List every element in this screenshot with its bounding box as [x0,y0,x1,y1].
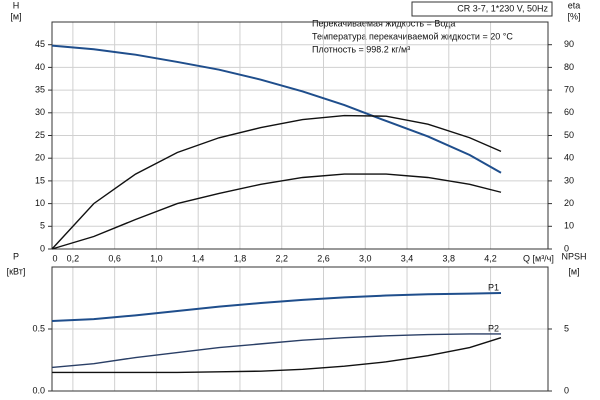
y2-axis-label: NPSH [561,251,586,261]
x-axis-label: Q [м³/ч] [523,253,554,263]
x-tick-label: 0 [52,253,57,263]
curve [51,114,502,250]
x-tick-label: 1,4 [192,253,205,263]
y-tick-label: 15 [35,175,45,185]
y2-tick-label: 70 [564,84,574,94]
curve [51,333,502,369]
curve [51,292,502,322]
x-tick-label: 0,2 [67,253,80,263]
y-axis-label: P [13,251,19,261]
x-tick-label: 2,6 [317,253,330,263]
plot-frame [51,21,549,250]
y-tick-label: 40 [35,62,45,72]
y-axis-unit: [м] [10,11,21,21]
series-label: P2 [488,323,499,333]
y-tick-label: 0.0 [32,385,45,395]
x-tick-label: 1,0 [150,253,163,263]
y2-tick-label: 90 [564,39,574,49]
y2-tick-label: 40 [564,153,574,163]
y-tick-label: 5 [40,221,45,231]
x-tick-label: 3,4 [401,253,414,263]
plot-frame [51,266,549,392]
y2-axis-unit: [%] [567,11,580,21]
x-tick-label: 1,8 [234,253,247,263]
y-tick-label: 20 [35,153,45,163]
annotation: Температура перекачиваемой жидкости = 20… [312,31,513,41]
y-tick-label: 25 [35,130,45,140]
x-tick-label: 4,2 [484,253,497,263]
y-tick-label: 0.5 [32,323,45,333]
y2-tick-label: 0 [564,243,569,253]
y2-axis-label: eta [568,0,581,10]
series-label: P1 [488,282,499,292]
y2-axis-unit: [м] [568,266,579,276]
y2-tick-label: 20 [564,198,574,208]
curve [51,173,502,250]
x-tick-label: 3,8 [443,253,456,263]
y-tick-label: 0 [40,243,45,253]
y-axis-unit: [кВт] [7,266,26,276]
y-axis-label: H [13,0,20,10]
x-tick-label: 2,2 [275,253,288,263]
y2-tick-label: 50 [564,130,574,140]
x-tick-label: 0,6 [108,253,121,263]
chart-title: CR 3-7, 1*230 V, 50Hz [457,3,548,13]
curve [51,44,502,174]
title-box [411,1,553,17]
x-tick-label: 3,0 [359,253,372,263]
y2-tick-label: 60 [564,107,574,117]
annotation: Перекачиваемая жидкость = Вода [312,18,455,28]
y-tick-label: 10 [35,198,45,208]
y-tick-label: 45 [35,39,45,49]
y2-tick-label: 0 [564,385,569,395]
y2-tick-label: 80 [564,62,574,72]
y-tick-label: 35 [35,84,45,94]
y2-tick-label: 5 [564,323,569,333]
y-tick-label: 30 [35,107,45,117]
annotation: Плотность = 998.2 кг/м³ [312,44,410,54]
y2-tick-label: 30 [564,175,574,185]
curve [52,337,502,374]
y2-tick-label: 10 [564,221,574,231]
